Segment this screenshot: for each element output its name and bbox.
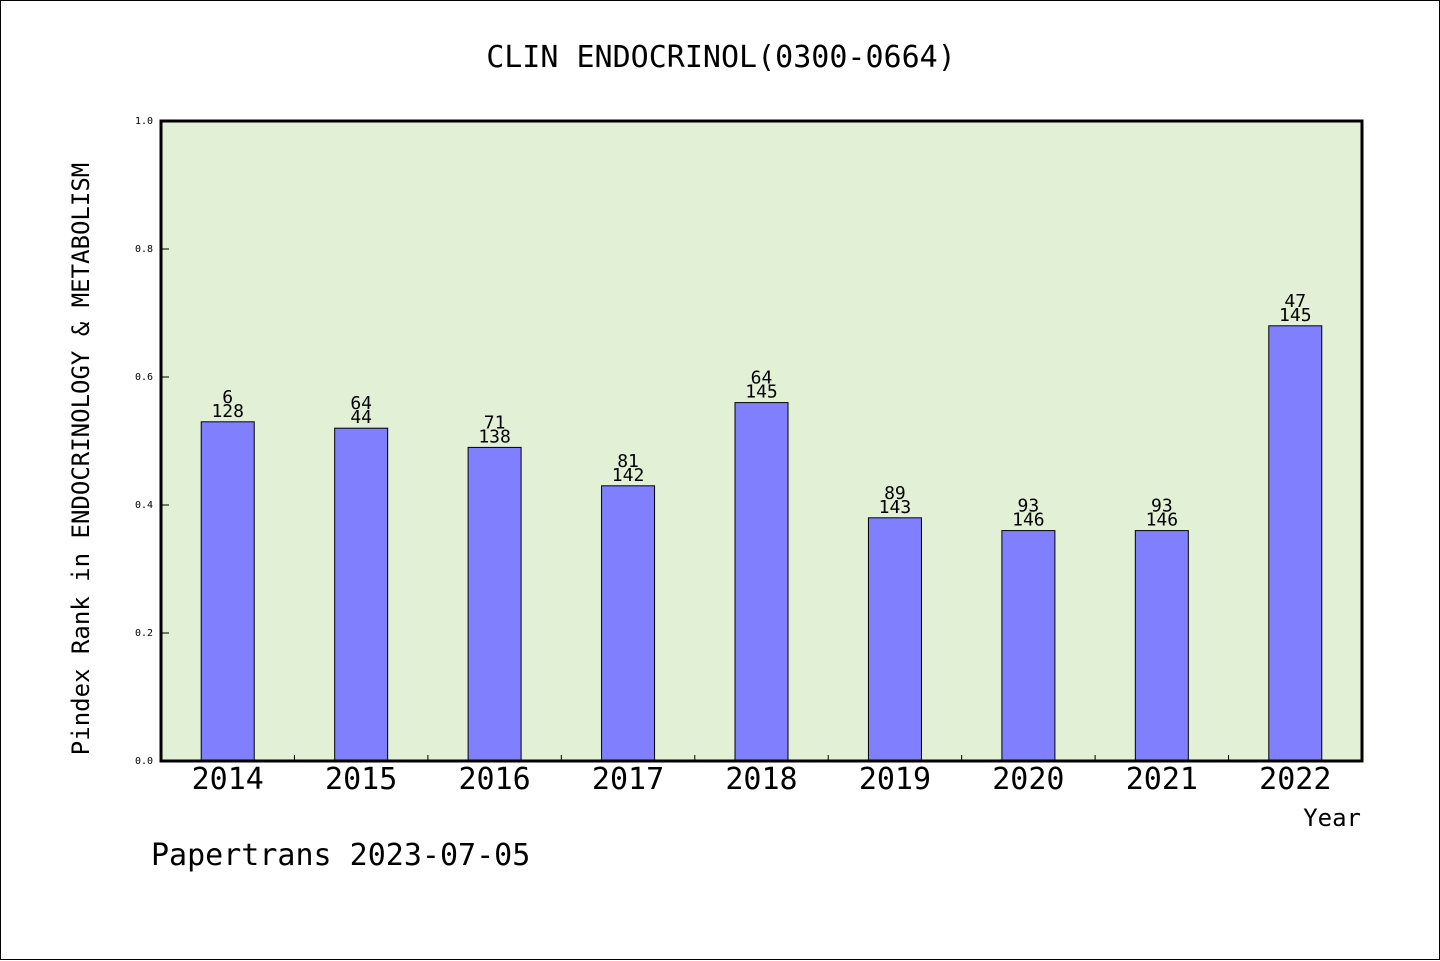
x-tick-label: 2017 xyxy=(592,762,664,797)
bar-rank-label: 71 xyxy=(484,412,506,433)
x-axis-ticks: 2014 2015 2016 2017 2018 2019 2020 2021 2022 xyxy=(192,755,1331,797)
y-tick-label: 0.2 xyxy=(135,628,153,639)
bar-rank-label: 64 xyxy=(751,368,773,389)
y-tick-label: 0.0 xyxy=(135,756,153,767)
bar-2014 xyxy=(200,421,255,762)
bar-total-label: 138 xyxy=(478,426,511,447)
bar-2018 xyxy=(734,402,789,762)
x-axis-label: Year xyxy=(1303,804,1361,832)
x-tick-label: 2022 xyxy=(1259,762,1331,797)
bar-2022 xyxy=(1268,325,1323,762)
chart-title: CLIN ENDOCRINOL(0300-0664) xyxy=(486,40,956,75)
x-tick-label: 2020 xyxy=(992,762,1064,797)
bar-rank-label: 89 xyxy=(884,483,906,504)
bar-rank-label: 47 xyxy=(1284,291,1306,312)
bar-total-label: 146 xyxy=(1146,510,1179,531)
y-tick-label: 0.4 xyxy=(135,500,153,511)
x-tick-label: 2021 xyxy=(1126,762,1198,797)
bar-2016 xyxy=(467,446,522,762)
x-tick-label: 2016 xyxy=(458,762,530,797)
y-tick-label: 0.6 xyxy=(135,372,153,383)
bar-2015 xyxy=(334,427,389,762)
bar-total-label: 142 xyxy=(612,465,645,486)
y-axis-label: Pindex Rank in ENDOCRINOLOGY & METABOLIS… xyxy=(67,163,95,755)
bar-total-label: 145 xyxy=(745,382,778,403)
plot-border xyxy=(159,119,1364,763)
bar-2017 xyxy=(601,485,656,762)
credit-text: Papertrans 2023-07-05 xyxy=(151,838,530,873)
x-tick-label: 2018 xyxy=(725,762,797,797)
bar-total-label: 145 xyxy=(1279,305,1312,326)
bar-total-label: 146 xyxy=(1012,510,1045,531)
y-tick-label: 0.8 xyxy=(135,244,153,255)
x-tick-label: 2015 xyxy=(325,762,397,797)
x-tick-label: 2019 xyxy=(859,762,931,797)
bar-total-label: 143 xyxy=(879,497,912,518)
bar-total-label: 128 xyxy=(211,401,244,422)
y-tick-label: 1.0 xyxy=(135,116,153,127)
bar-rank-label: 6 xyxy=(222,387,233,408)
bar-rank-label: 93 xyxy=(1151,496,1173,517)
bar-2020 xyxy=(1001,530,1056,762)
bar-rank-label: 64 xyxy=(350,393,372,414)
bar-rank-label: 81 xyxy=(617,451,639,472)
bar-2019 xyxy=(867,517,922,762)
bar-rank-label: 93 xyxy=(1018,496,1040,517)
bar-2021 xyxy=(1134,530,1189,762)
bar-total-label: 44 xyxy=(350,407,372,428)
x-tick-label: 2014 xyxy=(192,762,264,797)
